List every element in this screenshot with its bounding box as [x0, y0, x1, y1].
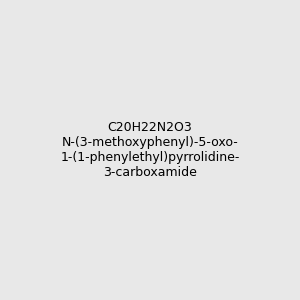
Text: C20H22N2O3
N-(3-methoxyphenyl)-5-oxo-
1-(1-phenylethyl)pyrrolidine-
3-carboxamid: C20H22N2O3 N-(3-methoxyphenyl)-5-oxo- 1-…: [60, 121, 240, 179]
